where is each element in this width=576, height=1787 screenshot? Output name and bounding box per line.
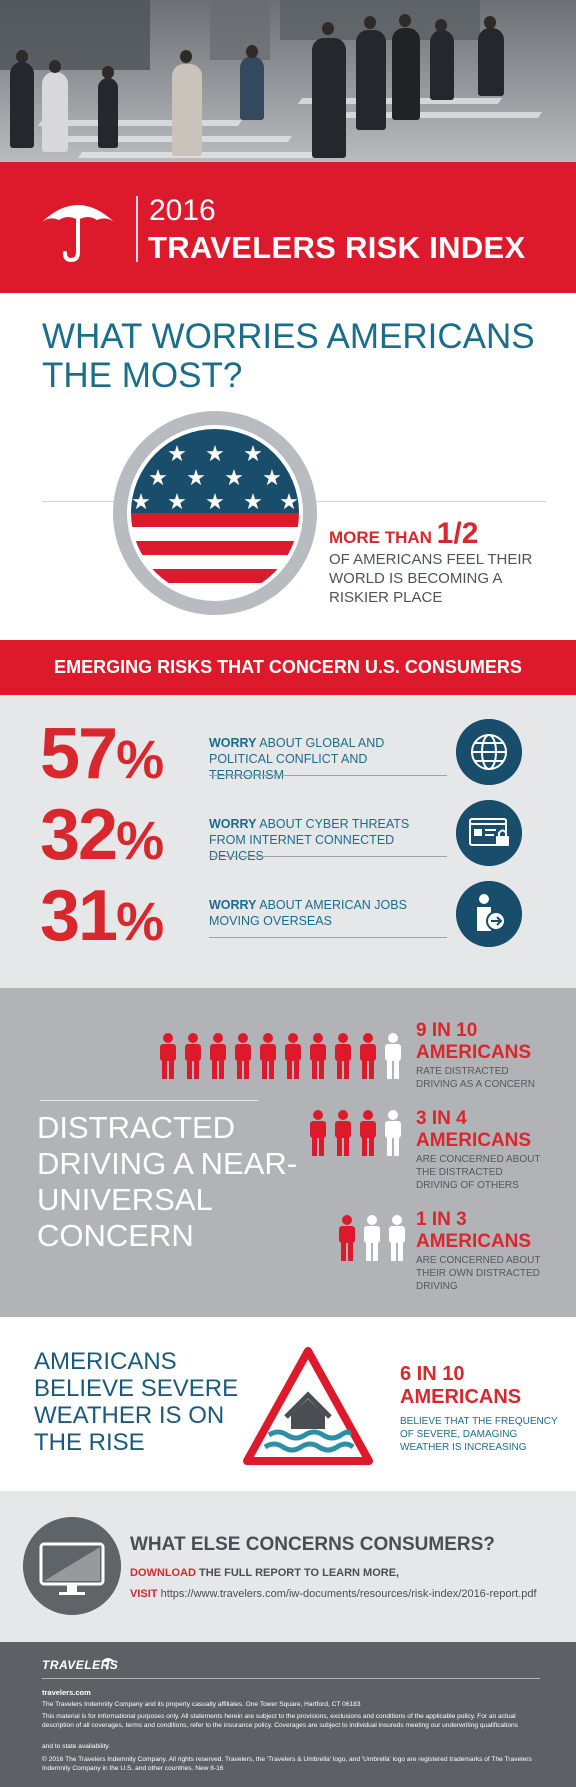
- worries-heading: WHAT WORRIES AMERICANS THE MOST?: [42, 317, 535, 395]
- person-icon-concerned: [183, 1033, 203, 1079]
- person-icon-concerned: [333, 1110, 353, 1156]
- driving-heading: DISTRACTED DRIVING A NEAR-UNIVERSAL CONC…: [37, 1110, 298, 1253]
- worries-section: WHAT WORRIES AMERICANS THE MOST? ★ ★ ★ ★ ★ ★…: [0, 293, 576, 640]
- risk-rule: [209, 856, 447, 857]
- risk-text: WORRY ABOUT CYBER THREATS FROM INTERNET …: [209, 817, 410, 863]
- cyber-lock-icon: [456, 800, 522, 866]
- person-icon-concerned: [258, 1033, 278, 1079]
- svg-text:★: ★: [131, 490, 151, 515]
- risk-text: WORRY ABOUT AMERICAN JOBS MOVING OVERSEA…: [209, 898, 407, 928]
- person-icon-concerned: [308, 1033, 328, 1079]
- person-icon-not-concerned: [387, 1215, 407, 1261]
- flood-warning-icon: [243, 1347, 373, 1465]
- risk-item: 57% WORRY ABOUT GLOBAL AND POLITICAL CON…: [0, 713, 576, 797]
- svg-text:★: ★: [167, 490, 187, 515]
- brand-title: TRAVELERS RISK INDEX: [148, 230, 526, 265]
- emerging-risks-banner: EMERGING RISKS THAT CONCERN U.S. CONSUME…: [0, 640, 576, 695]
- person-icon-concerned: [333, 1033, 353, 1079]
- svg-text:★: ★: [186, 466, 206, 491]
- emerging-risks-heading: EMERGING RISKS THAT CONCERN U.S. CONSUME…: [54, 657, 522, 677]
- svg-text:★: ★: [205, 442, 225, 467]
- weather-stat-text: BELIEVE THAT THE FREQUENCY OF SEVERE, DAM…: [400, 1416, 558, 1453]
- visit-line[interactable]: VISIT https://www.travelers.com/iw-docum…: [130, 1588, 537, 1600]
- footer-address: The Travelers Indemnity Company and its …: [42, 1701, 361, 1708]
- download-line[interactable]: DOWNLOAD THE FULL REPORT TO LEARN MORE,: [130, 1567, 400, 1579]
- person-icon-concerned: [233, 1033, 253, 1079]
- footer-disclaimer: This material is for informational purpo…: [42, 1713, 518, 1729]
- half-stat-text: OF AMERICANS FEEL THEIR WORLD IS BECOMIN…: [329, 551, 533, 606]
- risk-item: 31% WORRY ABOUT AMERICAN JOBS MOVING OVE…: [0, 875, 576, 959]
- person-icon-not-concerned: [383, 1033, 403, 1079]
- person-icon-concerned: [283, 1033, 303, 1079]
- footer-logo: TRAVELERS: [42, 1658, 119, 1672]
- person-icon-concerned: [337, 1215, 357, 1261]
- weather-stat: 6 IN 10 AMERICANS: [400, 1363, 522, 1408]
- person-icon-concerned: [358, 1033, 378, 1079]
- globe-icon: [456, 719, 522, 785]
- weather-section: AMERICANS BELIEVE SEVERE WEATHER IS ON T…: [0, 1317, 576, 1491]
- person-icon-concerned: [358, 1110, 378, 1156]
- stat-1-in-3: 1 IN 3 AMERICANS: [416, 1209, 532, 1252]
- footer-rule: [42, 1678, 540, 1679]
- person-icon-not-concerned: [362, 1215, 382, 1261]
- svg-text:★: ★: [205, 490, 225, 515]
- monitor-icon: [23, 1517, 121, 1615]
- stat-3-in-4: 3 IN 4 AMERICANS: [416, 1108, 532, 1151]
- svg-text:★: ★: [224, 466, 244, 491]
- person-icon-not-concerned: [383, 1110, 403, 1156]
- risk-percent: 57%: [40, 714, 165, 794]
- us-flag-icon: ★ ★ ★ ★ ★ ★ ★ ★ ★ ★ ★ ★: [131, 429, 299, 597]
- footer-site[interactable]: travelers.com: [42, 1688, 91, 1697]
- svg-text:★: ★: [243, 490, 263, 515]
- half-stat-prefix: MORE THAN: [329, 528, 437, 547]
- footer-availability: and to state availability.: [42, 1743, 111, 1750]
- stat-1-in-3-text: ARE CONCERNED ABOUT THEIR OWN DISTRACTED…: [416, 1255, 541, 1292]
- stat-3-in-4-text: ARE CONCERNED ABOUT THE DISTRACTED DRIVI…: [416, 1154, 541, 1191]
- footer-copyright: © 2016 The Travelers Indemnity Company. …: [42, 1756, 532, 1772]
- risk-percent: 32%: [40, 795, 165, 875]
- svg-text:★: ★: [243, 442, 263, 467]
- brand-year: 2016: [149, 194, 216, 227]
- svg-text:★: ★: [262, 466, 282, 491]
- risk-item: 32% WORRY ABOUT CYBER THREATS FROM INTER…: [0, 794, 576, 878]
- risk-percent: 31%: [40, 876, 165, 956]
- stat-9-in-10: 9 IN 10 AMERICANS: [416, 1020, 532, 1063]
- risk-rule: [209, 937, 447, 938]
- job-transfer-icon: [456, 881, 522, 947]
- brand-banner: 2016 TRAVELERS RISK INDEX: [0, 162, 576, 293]
- svg-text:★: ★: [279, 490, 299, 515]
- distracted-driving-section: DISTRACTED DRIVING A NEAR-UNIVERSAL CONC…: [0, 988, 576, 1317]
- footer-umbrella-icon: [101, 1658, 115, 1670]
- umbrella-logo-icon: [42, 205, 114, 263]
- stat-9-in-10-text: RATE DISTRACTED DRIVING AS A CONCERN: [416, 1066, 535, 1090]
- svg-text:★: ★: [148, 466, 168, 491]
- svg-text:★: ★: [167, 442, 187, 467]
- weather-heading: AMERICANS BELIEVE SEVERE WEATHER IS ON T…: [34, 1348, 239, 1456]
- person-icon-concerned: [308, 1110, 328, 1156]
- footer: TRAVELERS travelers.com The Travelers In…: [0, 1642, 576, 1787]
- person-icon-concerned: [208, 1033, 228, 1079]
- what-else-heading: WHAT ELSE CONCERNS CONSUMERS?: [130, 1534, 495, 1555]
- brand-divider: [136, 196, 138, 262]
- emerging-risks-list: 57% WORRY ABOUT GLOBAL AND POLITICAL CON…: [0, 695, 576, 988]
- risk-rule: [209, 775, 447, 776]
- driving-rule: [40, 1100, 258, 1101]
- half-stat-value: 1/2: [436, 517, 479, 550]
- report-link[interactable]: https://www.travelers.com/iw-documents/r…: [157, 1588, 537, 1600]
- half-stat: MORE THAN 1/2: [329, 517, 478, 551]
- person-icon-concerned: [158, 1033, 178, 1079]
- header-photo: [0, 0, 576, 162]
- what-else-section: WHAT ELSE CONCERNS CONSUMERS? DOWNLOAD T…: [0, 1491, 576, 1642]
